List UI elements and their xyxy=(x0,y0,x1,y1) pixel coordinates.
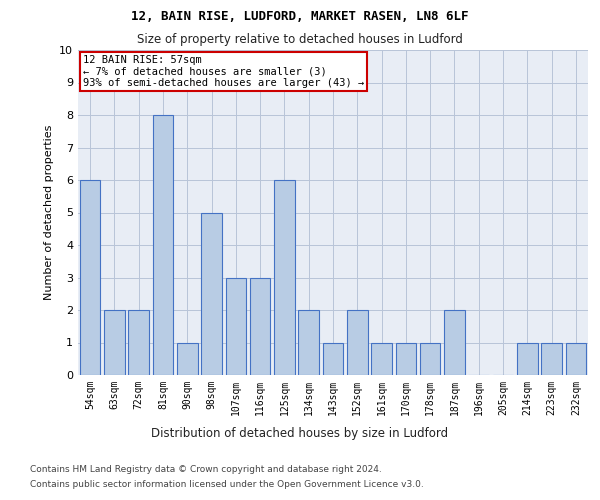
Bar xyxy=(420,342,440,375)
Bar xyxy=(226,278,246,375)
Text: Distribution of detached houses by size in Ludford: Distribution of detached houses by size … xyxy=(151,428,449,440)
Bar xyxy=(80,180,100,375)
Bar xyxy=(395,342,416,375)
Text: Contains public sector information licensed under the Open Government Licence v3: Contains public sector information licen… xyxy=(30,480,424,489)
Bar xyxy=(566,342,586,375)
Bar xyxy=(177,342,197,375)
Text: 12 BAIN RISE: 57sqm
← 7% of detached houses are smaller (3)
93% of semi-detached: 12 BAIN RISE: 57sqm ← 7% of detached hou… xyxy=(83,55,364,88)
Bar xyxy=(298,310,319,375)
Y-axis label: Number of detached properties: Number of detached properties xyxy=(44,125,53,300)
Bar xyxy=(347,310,368,375)
Bar xyxy=(274,180,295,375)
Bar xyxy=(323,342,343,375)
Bar xyxy=(152,115,173,375)
Text: Contains HM Land Registry data © Crown copyright and database right 2024.: Contains HM Land Registry data © Crown c… xyxy=(30,465,382,474)
Bar xyxy=(128,310,149,375)
Bar xyxy=(444,310,465,375)
Bar xyxy=(371,342,392,375)
Bar xyxy=(104,310,125,375)
Bar xyxy=(517,342,538,375)
Bar xyxy=(201,212,222,375)
Text: Size of property relative to detached houses in Ludford: Size of property relative to detached ho… xyxy=(137,32,463,46)
Text: 12, BAIN RISE, LUDFORD, MARKET RASEN, LN8 6LF: 12, BAIN RISE, LUDFORD, MARKET RASEN, LN… xyxy=(131,10,469,23)
Bar xyxy=(250,278,271,375)
Bar xyxy=(541,342,562,375)
